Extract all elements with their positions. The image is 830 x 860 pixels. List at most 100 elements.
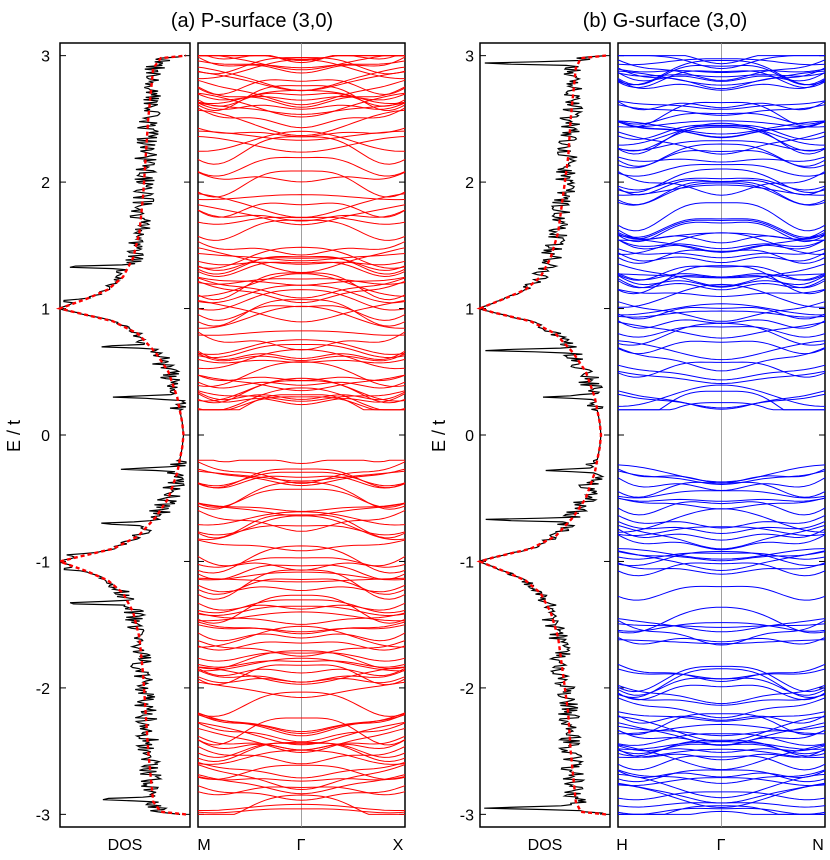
band-line bbox=[197, 717, 406, 746]
band-line bbox=[617, 101, 826, 127]
band-line bbox=[617, 622, 826, 632]
band-line bbox=[617, 288, 826, 298]
band-line bbox=[197, 713, 406, 735]
band-line bbox=[617, 182, 826, 206]
dos-frame bbox=[479, 42, 611, 828]
band-line bbox=[617, 755, 826, 771]
band-line bbox=[617, 59, 826, 81]
band-line bbox=[617, 748, 826, 759]
band-line bbox=[617, 637, 826, 645]
band-line bbox=[617, 67, 826, 90]
band-line bbox=[197, 56, 406, 74]
band-line bbox=[617, 248, 826, 259]
band-line bbox=[197, 241, 406, 256]
band-line bbox=[197, 509, 406, 532]
y-tick-label: 2 bbox=[41, 175, 50, 192]
band-line bbox=[197, 273, 406, 297]
panel-a-title: (a) P-surface (3,0) bbox=[171, 10, 333, 32]
band-line bbox=[197, 353, 406, 362]
band-line bbox=[617, 606, 826, 634]
y-tick-label: 3 bbox=[41, 49, 50, 66]
y-tick-label: 2 bbox=[465, 175, 474, 192]
band-line bbox=[197, 92, 406, 118]
band-line bbox=[617, 619, 826, 646]
band-line bbox=[617, 272, 826, 281]
band-line bbox=[617, 340, 826, 361]
dos-curve bbox=[59, 55, 187, 815]
band-line bbox=[617, 711, 826, 722]
band-line bbox=[617, 481, 826, 498]
band-line bbox=[197, 107, 406, 129]
band-line bbox=[197, 57, 406, 75]
y-tick-label: -3 bbox=[36, 807, 50, 824]
panel-b-xtick-end: N bbox=[812, 837, 824, 854]
band-line bbox=[197, 71, 406, 92]
band-line bbox=[617, 265, 826, 281]
band-line bbox=[197, 786, 406, 796]
panel-a-xtick-end: X bbox=[393, 837, 404, 854]
band-line bbox=[617, 100, 826, 110]
panel-p-surface: (a) P-surface (3,0) E / t DOS M Γ X 3 2 1 0… bbox=[4, 10, 406, 854]
band-line bbox=[197, 681, 406, 699]
band-line bbox=[618, 723, 825, 735]
y-tick-label: -1 bbox=[36, 554, 50, 571]
band-line bbox=[197, 571, 406, 581]
dos-continuum-curve bbox=[476, 54, 607, 816]
band-line bbox=[197, 344, 406, 359]
band-line bbox=[197, 514, 406, 539]
band-line bbox=[617, 70, 826, 89]
band-line bbox=[617, 184, 826, 196]
band-line bbox=[197, 209, 406, 222]
band-line bbox=[197, 650, 406, 670]
band-line bbox=[197, 764, 406, 791]
band-line bbox=[197, 289, 406, 311]
band-line bbox=[197, 202, 406, 218]
band-line bbox=[617, 347, 826, 372]
band-line bbox=[197, 86, 406, 108]
band-line bbox=[197, 652, 406, 662]
band-line bbox=[197, 93, 406, 101]
y-tick-label: -2 bbox=[36, 681, 50, 698]
band-line bbox=[197, 305, 406, 321]
band-line bbox=[617, 770, 826, 779]
band-line bbox=[197, 79, 406, 96]
band-line bbox=[197, 539, 406, 552]
band-line bbox=[617, 464, 826, 483]
band-line bbox=[197, 276, 406, 286]
band-line bbox=[197, 785, 406, 801]
band-line bbox=[197, 60, 406, 69]
band-line bbox=[197, 611, 406, 622]
y-tick-label: 0 bbox=[465, 428, 474, 445]
band-line bbox=[197, 300, 406, 323]
band-line bbox=[617, 733, 826, 746]
band-line bbox=[197, 746, 406, 765]
band-line bbox=[617, 101, 826, 111]
band-line bbox=[617, 121, 826, 139]
band-line bbox=[617, 697, 826, 719]
band-line bbox=[617, 361, 826, 378]
band-line bbox=[197, 660, 406, 668]
band-line bbox=[617, 120, 826, 135]
band-line bbox=[617, 239, 826, 253]
panel-a-xtick-gamma: Γ bbox=[297, 837, 306, 854]
panel-b-xtick-start: H bbox=[616, 837, 628, 854]
band-line bbox=[197, 808, 406, 814]
band-line bbox=[617, 520, 826, 535]
band-line bbox=[617, 120, 826, 128]
band-line bbox=[617, 263, 826, 287]
band-line bbox=[617, 514, 826, 529]
band-line bbox=[197, 545, 406, 574]
band-line bbox=[617, 714, 826, 724]
band-line bbox=[198, 387, 405, 411]
band-line bbox=[197, 170, 406, 198]
band-line bbox=[197, 471, 406, 487]
band-line bbox=[617, 526, 826, 537]
band-line bbox=[197, 764, 406, 780]
band-line bbox=[197, 374, 406, 392]
band-line bbox=[617, 340, 826, 355]
band-line bbox=[197, 727, 406, 754]
band-line bbox=[198, 394, 405, 411]
band-line bbox=[198, 794, 405, 815]
band-line bbox=[618, 390, 825, 411]
band-line bbox=[617, 497, 826, 502]
